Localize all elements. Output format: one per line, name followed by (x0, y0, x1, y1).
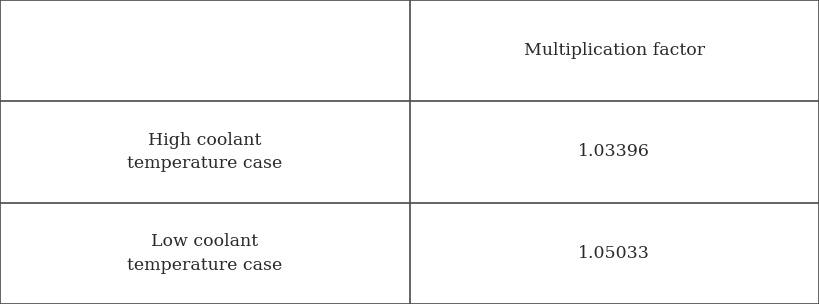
Text: 1.03396: 1.03396 (578, 143, 650, 161)
Text: 1.05033: 1.05033 (578, 245, 650, 262)
Text: Low coolant
temperature case: Low coolant temperature case (127, 233, 283, 274)
Text: Multiplication factor: Multiplication factor (523, 42, 705, 59)
Text: High coolant
temperature case: High coolant temperature case (127, 132, 283, 172)
